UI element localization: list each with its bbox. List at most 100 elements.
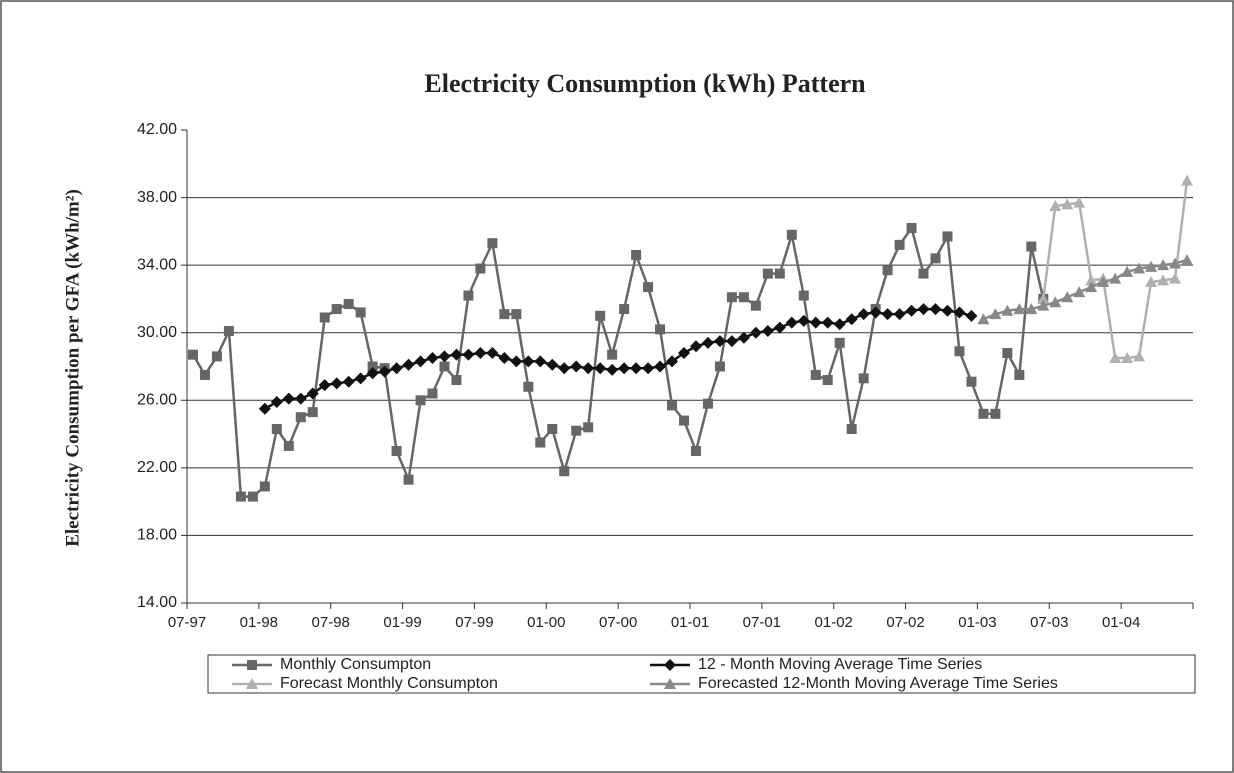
marker bbox=[235, 491, 246, 502]
marker bbox=[714, 361, 725, 372]
marker bbox=[750, 300, 761, 311]
marker bbox=[535, 437, 546, 448]
marker bbox=[882, 265, 893, 276]
marker bbox=[594, 362, 607, 375]
marker bbox=[1049, 200, 1062, 212]
marker bbox=[749, 326, 762, 339]
marker bbox=[1037, 299, 1050, 311]
marker bbox=[319, 312, 330, 323]
marker bbox=[595, 310, 606, 321]
marker bbox=[355, 307, 366, 318]
marker bbox=[259, 481, 270, 492]
marker bbox=[571, 425, 582, 436]
legend-label: Forecast Monthly Consumpton bbox=[280, 675, 498, 692]
marker bbox=[941, 304, 954, 317]
marker bbox=[438, 350, 451, 363]
marker bbox=[295, 412, 306, 423]
marker bbox=[223, 326, 234, 337]
marker bbox=[1145, 260, 1158, 272]
marker bbox=[331, 304, 342, 315]
marker bbox=[737, 331, 750, 344]
x-tick-label: 07-99 bbox=[455, 614, 493, 631]
x-tick-label: 01-01 bbox=[671, 614, 709, 631]
marker bbox=[678, 346, 691, 359]
x-tick-label: 01-04 bbox=[1102, 614, 1140, 631]
marker bbox=[1157, 259, 1170, 271]
marker bbox=[426, 352, 439, 365]
y-tick-label: 22.00 bbox=[137, 459, 177, 476]
marker bbox=[546, 358, 559, 371]
marker bbox=[1073, 286, 1086, 298]
marker bbox=[1001, 304, 1014, 316]
marker bbox=[833, 318, 846, 331]
marker bbox=[1169, 257, 1182, 269]
marker bbox=[990, 408, 1001, 419]
marker bbox=[1133, 262, 1146, 274]
marker bbox=[894, 239, 905, 250]
chart-title: Electricity Consumption (kWh) Pattern bbox=[424, 69, 866, 98]
marker bbox=[1109, 352, 1122, 364]
marker bbox=[558, 362, 571, 375]
y-tick-label: 38.00 bbox=[137, 189, 177, 206]
marker bbox=[247, 660, 257, 670]
marker bbox=[631, 250, 642, 261]
marker bbox=[954, 346, 965, 357]
marker bbox=[906, 222, 917, 233]
marker bbox=[702, 398, 713, 409]
marker bbox=[667, 400, 678, 411]
marker bbox=[330, 377, 343, 390]
marker bbox=[1073, 196, 1086, 208]
marker bbox=[403, 474, 414, 485]
marker bbox=[1097, 276, 1110, 288]
marker bbox=[690, 445, 701, 456]
x-tick-label: 01-99 bbox=[383, 614, 421, 631]
marker bbox=[475, 263, 486, 274]
marker bbox=[1181, 254, 1194, 266]
marker bbox=[965, 309, 978, 322]
marker bbox=[271, 424, 282, 435]
x-tick-label: 01-03 bbox=[958, 614, 996, 631]
marker bbox=[511, 309, 522, 320]
marker bbox=[917, 303, 930, 316]
marker bbox=[725, 335, 738, 348]
x-tick-label: 07-03 bbox=[1030, 614, 1068, 631]
marker bbox=[966, 376, 977, 387]
marker bbox=[294, 392, 307, 405]
marker bbox=[1049, 296, 1062, 308]
marker bbox=[270, 395, 283, 408]
marker bbox=[342, 375, 355, 388]
marker bbox=[701, 336, 714, 349]
marker bbox=[977, 313, 990, 325]
marker bbox=[1121, 352, 1134, 364]
marker bbox=[1157, 274, 1170, 286]
marker bbox=[918, 268, 929, 279]
marker bbox=[391, 445, 402, 456]
marker bbox=[462, 348, 475, 361]
marker bbox=[390, 362, 403, 375]
marker bbox=[618, 362, 631, 375]
marker bbox=[607, 349, 618, 360]
marker bbox=[306, 387, 319, 400]
marker bbox=[283, 440, 294, 451]
marker bbox=[534, 355, 547, 368]
marker bbox=[1109, 272, 1122, 284]
marker bbox=[1013, 303, 1026, 315]
marker bbox=[978, 408, 989, 419]
marker bbox=[773, 321, 786, 334]
marker bbox=[451, 375, 462, 386]
x-tick-label: 07-00 bbox=[599, 614, 637, 631]
marker bbox=[487, 238, 498, 249]
marker bbox=[1133, 350, 1146, 362]
marker bbox=[414, 355, 427, 368]
marker bbox=[246, 678, 258, 689]
marker bbox=[713, 335, 726, 348]
marker bbox=[1026, 241, 1037, 252]
x-tick-label: 01-98 bbox=[240, 614, 278, 631]
marker bbox=[905, 304, 918, 317]
marker bbox=[858, 373, 869, 384]
y-tick-label: 42.00 bbox=[137, 121, 177, 138]
marker bbox=[247, 491, 258, 502]
marker bbox=[415, 395, 426, 406]
